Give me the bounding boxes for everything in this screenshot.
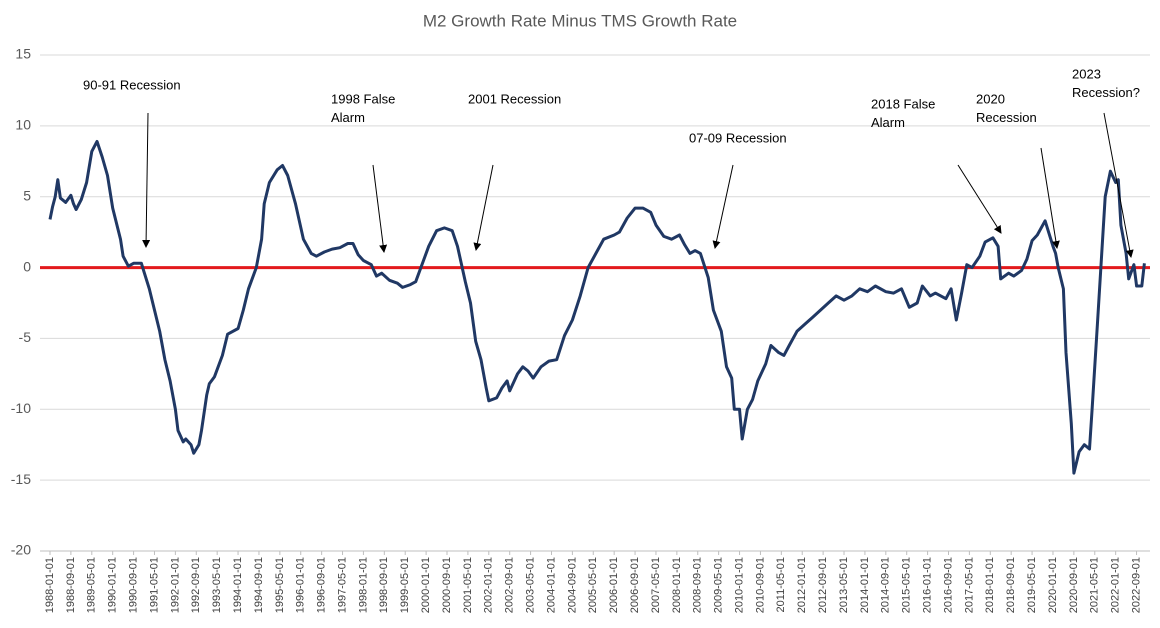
y-tick-label: -15 <box>11 471 31 487</box>
x-tick-label: 2008-01-01 <box>671 557 683 613</box>
x-tick-label: 2009-05-01 <box>713 557 725 613</box>
annotation-arrow <box>372 164 388 253</box>
chart-title: M2 Growth Rate Minus TMS Growth Rate <box>423 11 737 30</box>
x-tick-label: 2022-01-01 <box>1110 557 1122 613</box>
x-tick-label: 2017-05-01 <box>963 557 975 613</box>
y-tick-label: -20 <box>11 542 31 558</box>
annotation-arrow <box>1103 112 1134 258</box>
x-tick-label: 2012-09-01 <box>817 557 829 613</box>
x-tick-label: 1995-05-01 <box>274 557 286 613</box>
annotation-arrow <box>473 164 494 251</box>
y-tick-label: -10 <box>11 400 31 416</box>
x-tick-label: 1997-05-01 <box>336 557 348 613</box>
x-tick-label: 2015-05-01 <box>901 557 913 613</box>
x-tick-label: 2002-09-01 <box>504 557 516 613</box>
x-tick-label: 2007-05-01 <box>650 557 662 613</box>
x-tick-label: 2016-01-01 <box>922 557 934 613</box>
annotation: 07-09 Recession <box>689 130 787 145</box>
x-tick-label: 2008-09-01 <box>692 557 704 613</box>
x-tick-label: 2000-01-01 <box>420 557 432 613</box>
x-tick-label: 2003-05-01 <box>524 557 536 613</box>
annotation-arrow <box>142 112 151 248</box>
x-tick-label: 1992-09-01 <box>190 557 202 613</box>
x-tick-label: 2006-09-01 <box>629 557 641 613</box>
annotation: 2020 <box>976 91 1005 106</box>
annotation-arrow <box>1040 147 1060 249</box>
annotation: Recession? <box>1072 85 1140 100</box>
x-tick-label: 1989-05-01 <box>86 557 98 613</box>
x-tick-label: 2014-09-01 <box>880 557 892 613</box>
annotation-arrow <box>712 164 734 249</box>
x-tick-label: 2010-09-01 <box>754 557 766 613</box>
x-tick-label: 1991-05-01 <box>148 557 160 613</box>
x-tick-label: 1988-01-01 <box>44 557 56 613</box>
data-line <box>48 139 1146 475</box>
x-tick-label: 1994-01-01 <box>232 557 244 613</box>
x-tick-label: 1994-09-01 <box>253 557 265 613</box>
x-tick-label: 1998-09-01 <box>378 557 390 613</box>
x-tick-label: 2012-01-01 <box>796 557 808 613</box>
y-tick-label: 5 <box>23 187 31 203</box>
x-tick-label: 2014-01-01 <box>859 557 871 613</box>
x-tick-label: 2021-05-01 <box>1089 557 1101 613</box>
y-tick-label: 0 <box>23 258 31 274</box>
x-tick-label: 2016-09-01 <box>942 557 954 613</box>
x-tick-label: 2020-01-01 <box>1047 557 1059 613</box>
x-tick-label: 1996-09-01 <box>316 557 328 613</box>
x-tick-label: 1993-05-01 <box>211 557 223 613</box>
y-tick-label: 10 <box>15 117 31 133</box>
y-tick-label: -5 <box>19 329 32 345</box>
annotation: 2001 Recession <box>468 91 561 106</box>
y-tick-label: 15 <box>15 46 31 62</box>
x-tick-label: 2004-01-01 <box>545 557 557 613</box>
x-tick-label: 1990-01-01 <box>107 557 119 613</box>
x-tick-label: 2000-09-01 <box>441 557 453 613</box>
x-tick-label: 1999-05-01 <box>399 557 411 613</box>
x-tick-label: 2001-05-01 <box>462 557 474 613</box>
annotation: Alarm <box>331 110 365 125</box>
annotation: 2018 False <box>871 96 935 111</box>
annotation-arrow <box>957 164 1002 234</box>
annotation: 2023 <box>1072 66 1101 81</box>
x-tick-label: 2013-05-01 <box>838 557 850 613</box>
x-tick-label: 2002-01-01 <box>483 557 495 613</box>
x-tick-label: 1992-01-01 <box>169 557 181 613</box>
x-tick-label: 1990-09-01 <box>127 557 139 613</box>
x-tick-label: 2022-09-01 <box>1130 557 1142 613</box>
x-tick-label: 1988-09-01 <box>65 557 77 613</box>
x-tick-label: 2018-09-01 <box>1005 557 1017 613</box>
x-tick-label: 2005-05-01 <box>587 557 599 613</box>
annotation: Recession <box>976 110 1037 125</box>
x-tick-label: 2011-05-01 <box>775 557 787 612</box>
x-tick-label: 2010-01-01 <box>733 557 745 613</box>
annotation: Alarm <box>871 115 905 130</box>
x-tick-label: 2020-09-01 <box>1068 557 1080 613</box>
x-tick-label: 2019-05-01 <box>1026 557 1038 613</box>
x-tick-label: 1998-01-01 <box>357 557 369 613</box>
annotation: 1998 False <box>331 91 395 106</box>
x-tick-label: 2006-01-01 <box>608 557 620 613</box>
x-tick-label: 2004-09-01 <box>566 557 578 613</box>
x-tick-label: 2018-01-01 <box>984 557 996 613</box>
annotation: 90-91 Recession <box>83 77 181 92</box>
x-tick-label: 1996-01-01 <box>295 557 307 613</box>
